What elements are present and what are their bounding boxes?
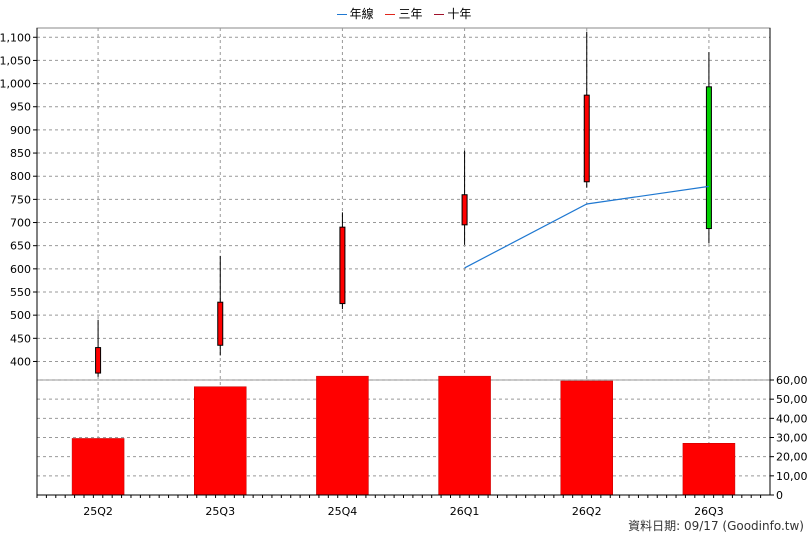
price-tick-label: 850 [10, 147, 31, 160]
legend-label-ten-year: 十年 [447, 7, 472, 21]
price-tick-label: 550 [10, 286, 31, 299]
volume-tick-label: 30,000 [776, 432, 808, 445]
volume-tick-label: 0 [776, 489, 783, 502]
price-tick-label: 800 [10, 170, 31, 183]
candle-body [339, 226, 346, 305]
legend-label-annual: 年線 [349, 7, 374, 21]
price-tick-label: 450 [10, 332, 31, 345]
legend-swatch-annual [336, 14, 347, 15]
volume-bar [316, 375, 369, 496]
candle-body [583, 94, 590, 183]
volume-tick-label: 50,000 [776, 393, 808, 406]
category-label: 25Q4 [328, 505, 358, 518]
legend-item-three-year: 三年 [385, 5, 423, 22]
category-label: 26Q3 [694, 505, 724, 518]
legend-item-annual: 年線 [336, 5, 374, 22]
price-tick-label: 1,100 [0, 31, 31, 44]
price-tick-label: 1,000 [0, 78, 31, 91]
price-tick-label: 400 [10, 355, 31, 368]
candle-body [705, 86, 712, 230]
volume-bar [194, 386, 247, 496]
legend-swatch-ten-year [434, 14, 445, 15]
price-tick-label: 700 [10, 217, 31, 230]
legend-item-ten-year: 十年 [434, 5, 471, 22]
legend-swatch-three-year [385, 14, 396, 15]
category-label: 26Q1 [450, 505, 480, 518]
volume-bar [71, 438, 125, 496]
annual-line [464, 185, 710, 269]
category-label: 26Q2 [572, 505, 602, 518]
source-date-label: 資料日期: 09/17 (Goodinfo.tw) [628, 519, 804, 533]
price-tick-label: 500 [10, 309, 31, 322]
price-tick-label: 750 [10, 193, 31, 206]
volume-tick-label: 60,000 [776, 374, 808, 387]
category-label: 25Q3 [205, 505, 235, 518]
price-panel [36, 27, 771, 381]
volume-tick-label: 10,000 [776, 470, 808, 483]
chart-legend: 年線 三年 十年 [0, 5, 808, 22]
price-tick-label: 950 [10, 101, 31, 114]
volume-tick-label: 40,000 [776, 412, 808, 425]
volume-bar [438, 375, 491, 496]
price-tick-label: 1,050 [0, 54, 31, 67]
candle-body [461, 194, 468, 226]
volume-bar [560, 380, 613, 496]
legend-label-three-year: 三年 [398, 7, 423, 21]
candle-body [217, 301, 224, 346]
category-label: 25Q2 [83, 505, 113, 518]
price-tick-label: 900 [10, 124, 31, 137]
price-tick-label: 600 [10, 263, 31, 276]
price-tick-label: 650 [10, 240, 31, 253]
volume-tick-label: 20,000 [776, 451, 808, 464]
candle-body [95, 347, 102, 374]
volume-bar [682, 443, 736, 496]
